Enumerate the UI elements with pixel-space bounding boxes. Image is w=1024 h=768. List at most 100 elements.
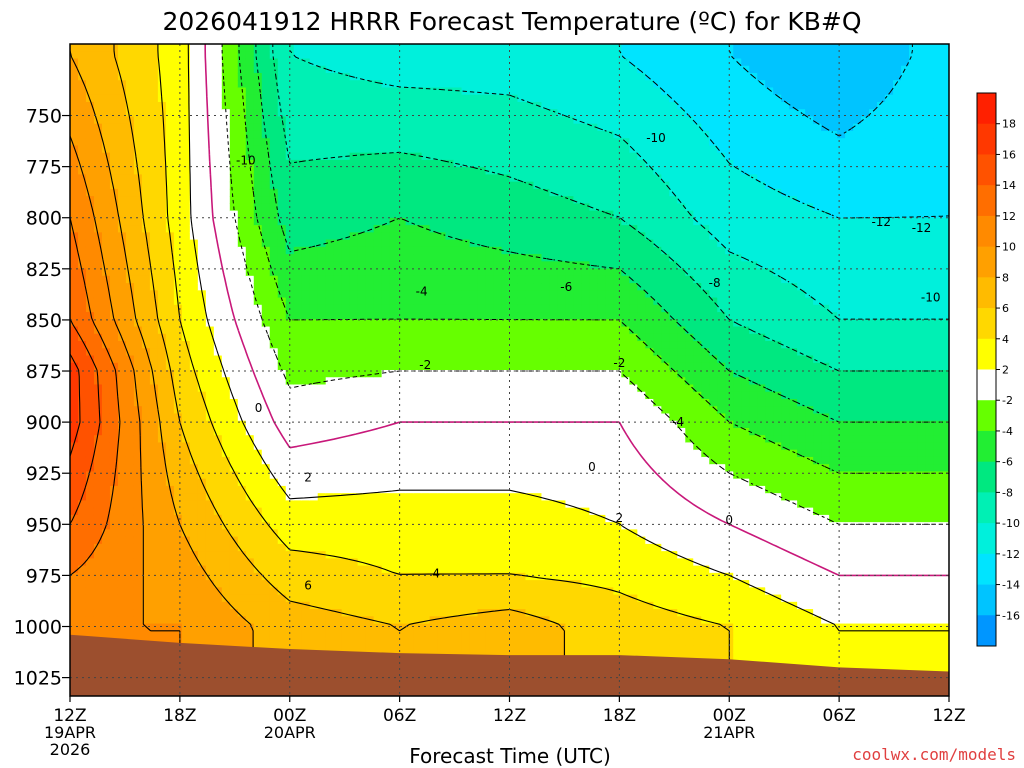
temperature-cell [77, 123, 87, 132]
temperature-cell [373, 181, 383, 190]
temperature-cell [181, 297, 191, 306]
temperature-cell [405, 398, 415, 407]
temperature-cell [357, 638, 367, 646]
temperature-cell [173, 326, 183, 335]
temperature-cell [189, 145, 199, 154]
temperature-cell [285, 507, 295, 516]
temperature-cell [245, 145, 255, 154]
temperature-cell [469, 65, 479, 74]
temperature-cell [237, 609, 247, 617]
temperature-cell [365, 638, 375, 646]
temperature-cell [437, 529, 447, 538]
temperature-cell [229, 217, 239, 226]
temperature-cell [117, 493, 127, 501]
temperature-cell [389, 275, 399, 284]
temperature-cell [101, 565, 111, 574]
temperature-cell [357, 435, 367, 444]
temperature-cell [125, 304, 135, 313]
temperature-cell [413, 464, 423, 473]
temperature-cell [381, 623, 391, 632]
temperature-cell [357, 623, 367, 632]
temperature-cell [77, 543, 87, 552]
temperature-cell [213, 167, 223, 175]
temperature-cell [70, 493, 79, 501]
temperature-cell [117, 500, 127, 509]
temperature-cell [189, 370, 199, 378]
temperature-cell [365, 268, 375, 277]
temperature-cell [269, 536, 279, 545]
temperature-cell [277, 72, 287, 81]
temperature-cell [413, 427, 423, 436]
temperature-cell [197, 594, 207, 603]
temperature-cell [365, 464, 375, 473]
temperature-cell [141, 572, 151, 581]
temperature-cell [477, 217, 487, 226]
temperature-cell [341, 522, 351, 530]
temperature-cell [229, 377, 239, 386]
temperature-cell [149, 493, 159, 501]
temperature-cell [317, 94, 327, 103]
temperature-cell [501, 196, 511, 204]
temperature-cell [325, 232, 335, 241]
temperature-cell [469, 543, 479, 552]
temperature-cell [333, 449, 343, 458]
temperature-cell [245, 384, 255, 393]
temperature-cell [373, 109, 383, 118]
temperature-cell [397, 551, 407, 559]
temperature-cell [357, 268, 367, 277]
temperature-cell [229, 232, 239, 241]
temperature-cell [293, 630, 303, 639]
temperature-cell [277, 290, 287, 299]
temperature-cell [317, 232, 327, 241]
temperature-cell [70, 152, 79, 161]
temperature-cell [77, 196, 87, 204]
temperature-cell [261, 319, 271, 328]
temperature-cell [421, 109, 431, 118]
temperature-cell [101, 109, 111, 118]
temperature-cell [109, 355, 119, 364]
temperature-cell [477, 449, 487, 458]
temperature-cell [181, 210, 191, 219]
temperature-cell [101, 188, 111, 197]
temperature-cell [197, 145, 207, 154]
temperature-cell [181, 72, 191, 81]
temperature-cell [389, 188, 399, 197]
temperature-cell [277, 522, 287, 530]
temperature-cell [397, 348, 407, 357]
temperature-cell [181, 254, 191, 262]
temperature-cell [373, 304, 383, 313]
temperature-cell [381, 601, 391, 610]
temperature-cell [397, 565, 407, 574]
temperature-cell [509, 130, 519, 139]
temperature-cell [341, 594, 351, 603]
temperature-cell [293, 638, 303, 646]
temperature-cell [157, 587, 167, 596]
temperature-cell [317, 261, 327, 270]
temperature-cell [165, 65, 175, 74]
temperature-cell [317, 290, 327, 299]
temperature-cell [181, 217, 191, 226]
temperature-cell [469, 225, 479, 233]
temperature-cell [373, 471, 383, 480]
temperature-cell [333, 261, 343, 270]
temperature-cell [70, 355, 79, 364]
temperature-cell [261, 275, 271, 284]
temperature-cell [229, 623, 239, 632]
temperature-cell [181, 623, 191, 632]
temperature-cell [325, 370, 335, 378]
temperature-cell [501, 341, 511, 349]
temperature-cell [181, 514, 191, 523]
temperature-cell [509, 319, 519, 328]
temperature-cell [493, 145, 503, 154]
temperature-cell [149, 297, 159, 306]
temperature-cell [341, 188, 351, 197]
temperature-cell [221, 275, 231, 284]
temperature-cell [277, 65, 287, 74]
temperature-cell [429, 471, 439, 480]
temperature-cell [165, 51, 175, 60]
temperature-cell [197, 442, 207, 451]
temperature-cell [221, 565, 231, 574]
temperature-cell [125, 319, 135, 328]
temperature-cell [93, 493, 103, 501]
temperature-cell [125, 44, 135, 52]
